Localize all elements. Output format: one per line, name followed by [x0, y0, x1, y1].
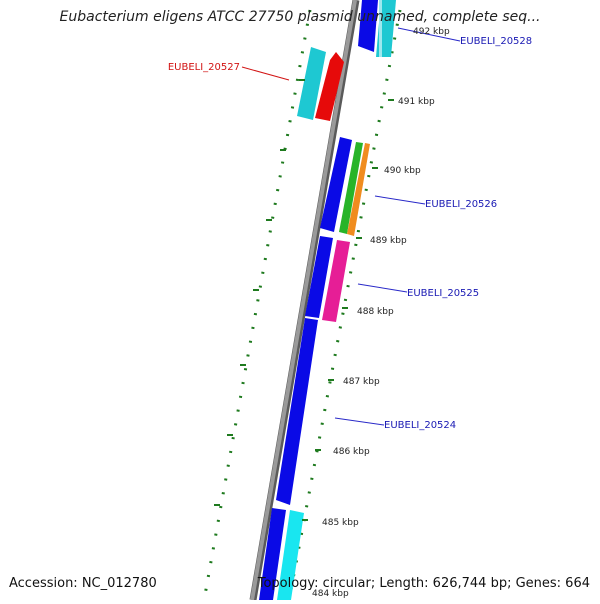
kbp-label-485: 485 kbp: [322, 518, 359, 528]
outer-ring-dots: [203, 9, 312, 596]
leader-20528: [397, 27, 461, 42]
accession-text: Accession: NC_012780: [9, 576, 157, 591]
gene-forward-bottom: [259, 508, 286, 600]
gene-green-20526: [339, 142, 363, 234]
kbp-label-489: 489 kbp: [370, 236, 407, 246]
kbp-label-487: 487 kbp: [343, 377, 380, 387]
gene-cyan-20527: [297, 47, 326, 120]
outer-ticks: [214, 79, 305, 506]
inner-ring-dots: [288, 9, 402, 596]
gene-forward-20525: [305, 236, 333, 318]
map-title: Eubacterium eligens ATCC 27750 plasmid u…: [59, 9, 541, 25]
inner-ticks: [302, 99, 394, 521]
gene-label-20528: EUBELI_20528: [460, 36, 532, 47]
gene-forward-20526: [320, 137, 352, 232]
leader-20527: [241, 66, 290, 81]
gene-aqua-bottom: [277, 510, 304, 600]
kbp-label-490: 490 kbp: [384, 166, 421, 176]
gene-eubeli-20527: [315, 52, 344, 121]
kbp-label-484: 484 kbp: [312, 589, 349, 599]
gene-label-20525: EUBELI_20525: [407, 288, 479, 299]
leader-20526: [374, 195, 426, 205]
gene-label-20526: EUBELI_20526: [425, 199, 497, 210]
leader-20525: [357, 283, 408, 293]
gene-eubeli-20525: [322, 240, 350, 322]
gene-eubeli-20524: [276, 318, 318, 505]
gene-label-20524: EUBELI_20524: [384, 420, 456, 431]
kbp-label-492: 492 kbp: [413, 27, 450, 37]
leader-20524: [334, 417, 385, 426]
topology-summary: Topology: circular; Length: 626,744 bp; …: [257, 576, 590, 591]
kbp-label-491: 491 kbp: [398, 97, 435, 107]
gene-label-20527: EUBELI_20527: [168, 62, 240, 73]
kbp-label-486: 486 kbp: [333, 447, 370, 457]
gene-forward-top: [358, 0, 378, 52]
gene-eubeli-20526: [347, 143, 370, 236]
kbp-label-488: 488 kbp: [357, 307, 394, 317]
backbone: [250, 0, 357, 601]
